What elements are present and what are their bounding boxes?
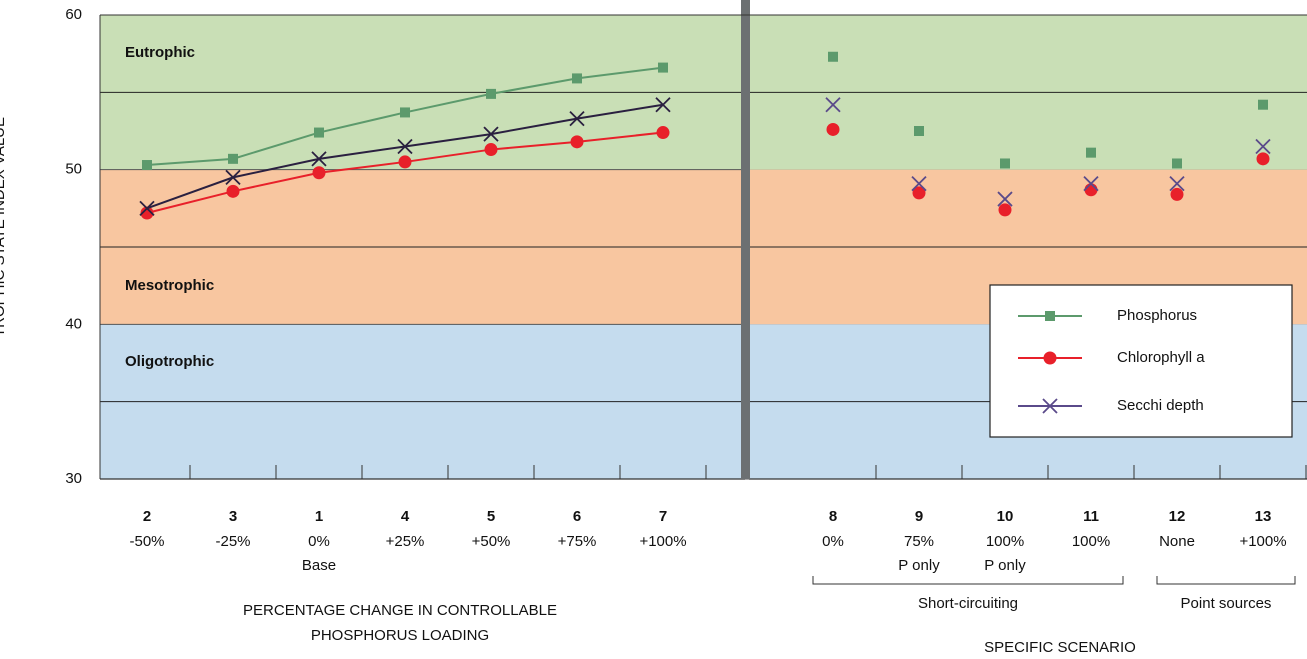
data-point <box>656 126 670 140</box>
x-tick-label: 3 <box>229 508 237 525</box>
x-tick-label: 4 <box>401 508 410 525</box>
data-point <box>1083 175 1099 192</box>
zone-label: Eutrophic <box>125 44 195 61</box>
x-tick-sublabel: 75% <box>904 533 934 550</box>
data-point <box>1170 187 1184 201</box>
x-axis-label: SPECIFIC SCENARIO <box>984 639 1136 656</box>
x-tick-sublabel: 0% <box>822 533 844 550</box>
zone-label: Mesotrophic <box>125 277 214 294</box>
data-point <box>226 184 240 198</box>
data-point <box>483 126 499 142</box>
group-label: Short-circuiting <box>918 595 1018 612</box>
data-point <box>312 166 326 180</box>
y-tick-label: 50 <box>65 161 82 178</box>
data-point <box>1256 152 1270 166</box>
data-point <box>658 62 668 73</box>
x-tick-label: 13 <box>1255 508 1272 525</box>
group-bracket <box>1156 576 1296 585</box>
legend-label: Secchi depth <box>1117 397 1204 414</box>
data-point <box>1169 175 1185 192</box>
data-point <box>311 151 327 167</box>
data-point <box>569 110 585 127</box>
x-tick-label: 8 <box>829 508 837 525</box>
group-label: Point sources <box>1181 595 1272 612</box>
x-tick-sublabel: 100% <box>986 533 1024 550</box>
x-tick-label: 1 <box>315 508 323 525</box>
x-axis-label: PHOSPHORUS LOADING <box>311 627 489 644</box>
x-tick-sublabel: 100% <box>1072 533 1110 550</box>
data-point <box>997 191 1013 207</box>
x-tick-sublabel: +100% <box>1239 533 1286 550</box>
legend-box <box>989 284 1293 438</box>
data-point <box>828 51 838 62</box>
legend-marker <box>1045 311 1055 321</box>
x-tick-sublabel: -25% <box>215 533 250 550</box>
data-point <box>397 138 413 155</box>
data-point <box>572 73 582 84</box>
data-point <box>398 155 412 169</box>
data-point <box>825 97 841 113</box>
data-point <box>484 143 498 157</box>
legend-label: Phosphorus <box>1117 307 1197 324</box>
x-tick-label: 2 <box>143 508 151 525</box>
data-point <box>826 122 840 136</box>
data-point <box>140 206 154 220</box>
x-tick-label: 12 <box>1169 508 1186 525</box>
x-tick-label: 7 <box>659 508 667 525</box>
data-point <box>142 160 152 171</box>
data-point <box>914 126 924 136</box>
data-point <box>998 203 1012 217</box>
x-tick-sublabel: +25% <box>386 533 425 550</box>
data-point <box>1084 183 1098 197</box>
data-point <box>912 186 926 200</box>
zone-label: Oligotrophic <box>125 353 214 370</box>
x-tick-note: Base <box>302 557 336 574</box>
data-point <box>911 175 927 192</box>
x-tick-label: 10 <box>997 508 1014 525</box>
x-tick-sublabel: None <box>1159 533 1195 550</box>
panel-divider <box>741 0 750 479</box>
data-point <box>1172 158 1182 169</box>
x-tick-sublabel: +100% <box>639 533 686 550</box>
data-point <box>1255 138 1271 155</box>
y-tick-label: 40 <box>65 315 82 332</box>
data-point <box>655 97 671 113</box>
x-tick-sublabel: 0% <box>308 533 330 550</box>
legend-marker <box>1042 398 1058 414</box>
legend-marker <box>1043 351 1057 365</box>
x-tick-label: 9 <box>915 508 923 525</box>
x-axis-label: PERCENTAGE CHANGE IN CONTROLLABLE <box>243 602 557 619</box>
data-point <box>400 107 410 118</box>
x-tick-sublabel: -50% <box>129 533 164 550</box>
x-tick-label: 5 <box>487 508 495 525</box>
group-bracket <box>812 576 1124 585</box>
x-tick-label: 6 <box>573 508 581 525</box>
x-tick-note: P only <box>984 557 1026 574</box>
x-tick-label: 11 <box>1083 508 1099 525</box>
legend-label: Chlorophyll a <box>1117 349 1205 366</box>
data-point <box>570 135 584 149</box>
data-point <box>1000 158 1010 169</box>
data-point <box>314 127 324 138</box>
x-tick-sublabel: +75% <box>558 533 597 550</box>
y-tick-label: 30 <box>65 470 82 487</box>
y-tick-label: 60 <box>65 6 82 23</box>
x-tick-sublabel: +50% <box>472 533 511 550</box>
x-tick-note: P only <box>898 557 940 574</box>
data-point <box>225 169 241 186</box>
data-point <box>486 88 496 99</box>
y-axis-label: TROPHIC STATE INDEX VALUE <box>0 117 8 337</box>
data-point <box>228 153 238 164</box>
data-point <box>1086 147 1096 158</box>
data-point <box>1258 99 1268 110</box>
data-point <box>139 200 155 216</box>
